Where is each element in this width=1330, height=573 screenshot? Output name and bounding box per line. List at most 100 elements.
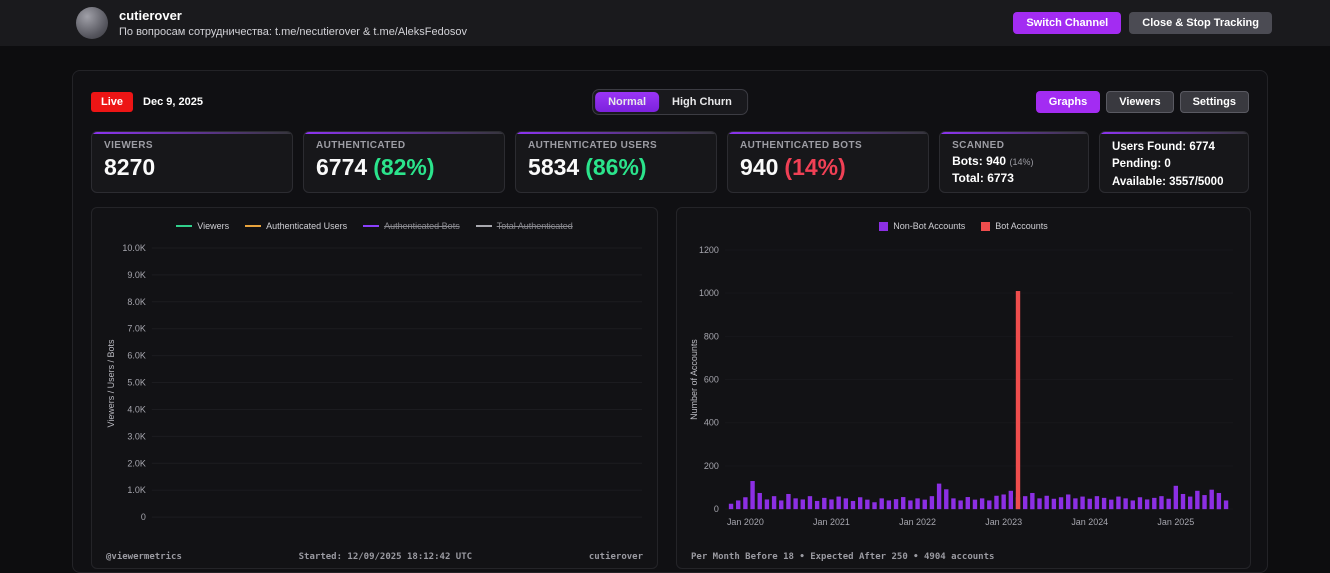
avatar[interactable] bbox=[76, 7, 108, 39]
channel-subtitle: По вопросам сотрудничества: t.me/necutie… bbox=[119, 26, 467, 38]
line-chart-footer: @viewermetrics Started: 12/09/2025 18:12… bbox=[102, 549, 647, 562]
stat-label: AUTHENTICATED USERS bbox=[528, 140, 658, 151]
stat-value: 940 (14%) bbox=[740, 154, 916, 181]
toolbar: Live Dec 9, 2025 Normal High Churn Graph… bbox=[91, 89, 1249, 115]
scanned-bots-value: 940 bbox=[986, 154, 1007, 168]
stat-number: 8270 bbox=[104, 154, 156, 180]
legend-label: Bot Accounts bbox=[995, 221, 1048, 231]
legend-swatch-icon bbox=[981, 221, 991, 231]
line-chart-legend: Viewers Authenticated Users Authenticated … bbox=[102, 218, 647, 234]
bar-chart-legend: Non-Bot Accounts Bot Accounts bbox=[687, 218, 1240, 234]
scanned-total-label: Total: bbox=[952, 171, 984, 185]
quota-available: Available: 3557/5000 bbox=[1112, 175, 1224, 188]
date-label: Dec 9, 2025 bbox=[143, 96, 203, 108]
stat-value: 6774 (82%) bbox=[316, 154, 492, 181]
svg-text:5.0K: 5.0K bbox=[127, 378, 145, 388]
main-panel: Live Dec 9, 2025 Normal High Churn Graph… bbox=[72, 70, 1268, 573]
line-chart-svg: 10.0K 9.0K 8.0K 7.0K 6.0K 5.0K 4.0K 3.0K 2.0K 1.0… bbox=[106, 243, 643, 522]
close-stop-tracking-button[interactable]: Close & Stop Tracking bbox=[1129, 12, 1272, 34]
svg-text:Number of Accounts: Number of Accounts bbox=[689, 339, 699, 420]
legend-swatch-icon bbox=[475, 225, 492, 227]
bar-chart-svg: 1200 1000 800 600 400 200 0 Jan 2020 Jan 2021 Jan… bbox=[689, 245, 1234, 527]
svg-text:0: 0 bbox=[714, 504, 719, 514]
stat-number: 940 bbox=[740, 154, 779, 180]
footer-accounts-summary: Per Month Before 18 • Expected After 250… bbox=[691, 552, 995, 562]
mode-normal-button[interactable]: Normal bbox=[595, 92, 660, 112]
legend-item[interactable]: Authenticated Bots bbox=[363, 221, 460, 231]
legend-swatch-icon bbox=[879, 221, 889, 231]
churn-mode-toggle: Normal High Churn bbox=[592, 89, 748, 115]
svg-text:Jan 2021: Jan 2021 bbox=[813, 517, 850, 527]
tab-viewers[interactable]: Viewers bbox=[1106, 91, 1174, 113]
channel-title: cutierover bbox=[119, 8, 182, 23]
stat-number: 5834 bbox=[528, 154, 580, 180]
legend-label: Viewers bbox=[197, 221, 230, 231]
footer-started: Started: 12/09/2025 18:12:42 UTC bbox=[298, 552, 473, 562]
svg-text:7.0K: 7.0K bbox=[127, 324, 145, 334]
scanned-bots-label: Bots: bbox=[952, 154, 983, 168]
stat-label: VIEWERS bbox=[104, 140, 153, 151]
svg-text:Jan 2024: Jan 2024 bbox=[1071, 517, 1108, 527]
scanned-bots-line: Bots: 940 (14%) bbox=[952, 154, 1076, 168]
svg-text:200: 200 bbox=[704, 461, 719, 471]
svg-text:1.0K: 1.0K bbox=[127, 485, 145, 495]
legend-item[interactable]: Bot Accounts bbox=[981, 221, 1048, 231]
stats-row: VIEWERS 8270 AUTHENTICATED 6774 (82%) AU… bbox=[91, 131, 1249, 193]
scanned-total-line: Total: 6773 bbox=[952, 171, 1076, 185]
legend-item[interactable]: Total Authenticated bbox=[475, 221, 573, 231]
svg-text:Jan 2023: Jan 2023 bbox=[985, 517, 1022, 527]
legend-item[interactable]: Authenticated Users bbox=[245, 221, 347, 231]
stat-value: 5834 (86%) bbox=[528, 154, 704, 181]
legend-label: Authenticated Bots bbox=[384, 221, 460, 231]
svg-text:Viewers / Users / Bots: Viewers / Users / Bots bbox=[106, 339, 116, 427]
legend-swatch-icon bbox=[363, 225, 380, 227]
stat-card-quota: Users Found: 6774 Pending: 0 Available: … bbox=[1099, 131, 1249, 193]
svg-text:10.0K: 10.0K bbox=[122, 243, 145, 253]
quota-users-found: Users Found: 6774 bbox=[1112, 141, 1215, 153]
svg-text:600: 600 bbox=[704, 375, 719, 385]
stat-label: SCANNED bbox=[952, 140, 1005, 151]
svg-text:3.0K: 3.0K bbox=[127, 431, 145, 441]
mode-high-churn-button[interactable]: High Churn bbox=[659, 92, 745, 112]
svg-text:400: 400 bbox=[704, 418, 719, 428]
scanned-total-value: 6773 bbox=[987, 171, 1014, 185]
stat-card-authenticated-users: AUTHENTICATED USERS 5834 (86%) bbox=[515, 131, 718, 193]
stat-number: 6774 bbox=[316, 154, 368, 180]
stat-value: 8270 bbox=[104, 154, 280, 181]
stat-percent: (86%) bbox=[585, 154, 647, 180]
view-tabs: Graphs Viewers Settings bbox=[1035, 91, 1249, 113]
bar-chart-footer: Per Month Before 18 • Expected After 250… bbox=[687, 549, 1240, 562]
stat-card-authenticated: AUTHENTICATED 6774 (82%) bbox=[303, 131, 506, 193]
live-badge: Live bbox=[91, 92, 134, 112]
footer-watermark: @viewermetrics bbox=[106, 552, 182, 562]
legend-swatch-icon bbox=[176, 225, 193, 227]
stat-card-authenticated-bots: AUTHENTICATED BOTS 940 (14%) bbox=[727, 131, 930, 193]
stat-percent: (14%) bbox=[784, 154, 846, 180]
legend-label: Total Authenticated bbox=[496, 221, 573, 231]
quota-pending: Pending: 0 bbox=[1112, 158, 1171, 171]
channel-info: cutierover По вопросам сотрудничества: t… bbox=[119, 8, 467, 38]
legend-item[interactable]: Non-Bot Accounts bbox=[879, 221, 965, 231]
switch-channel-button[interactable]: Switch Channel bbox=[1013, 12, 1122, 34]
svg-text:1200: 1200 bbox=[699, 245, 719, 255]
svg-text:4.0K: 4.0K bbox=[127, 404, 145, 414]
svg-text:800: 800 bbox=[704, 331, 719, 341]
tab-graphs[interactable]: Graphs bbox=[1035, 91, 1101, 113]
svg-text:Jan 2020: Jan 2020 bbox=[727, 517, 764, 527]
legend-item[interactable]: Viewers bbox=[176, 221, 229, 231]
svg-text:9.0K: 9.0K bbox=[127, 270, 145, 280]
bar-chart-panel: Non-Bot Accounts Bot Accounts 1200 1000 800… bbox=[676, 207, 1251, 569]
stat-label: AUTHENTICATED BOTS bbox=[740, 140, 863, 151]
line-chart-panel: Viewers Authenticated Users Authenticated … bbox=[91, 207, 658, 569]
header: cutierover По вопросам сотрудничества: t… bbox=[0, 0, 1330, 46]
stat-card-viewers: VIEWERS 8270 bbox=[91, 131, 294, 193]
svg-text:2.0K: 2.0K bbox=[127, 458, 145, 468]
stat-card-scanned: SCANNED Bots: 940 (14%) Total: 6773 bbox=[939, 131, 1090, 193]
scanned-bots-pct: (14%) bbox=[1009, 157, 1034, 167]
legend-label: Authenticated Users bbox=[266, 221, 348, 231]
legend-label: Non-Bot Accounts bbox=[893, 221, 966, 231]
header-buttons: Switch Channel Close & Stop Tracking bbox=[1013, 12, 1272, 34]
svg-text:1000: 1000 bbox=[699, 288, 719, 298]
legend-swatch-icon bbox=[245, 225, 262, 227]
tab-settings[interactable]: Settings bbox=[1179, 91, 1249, 113]
